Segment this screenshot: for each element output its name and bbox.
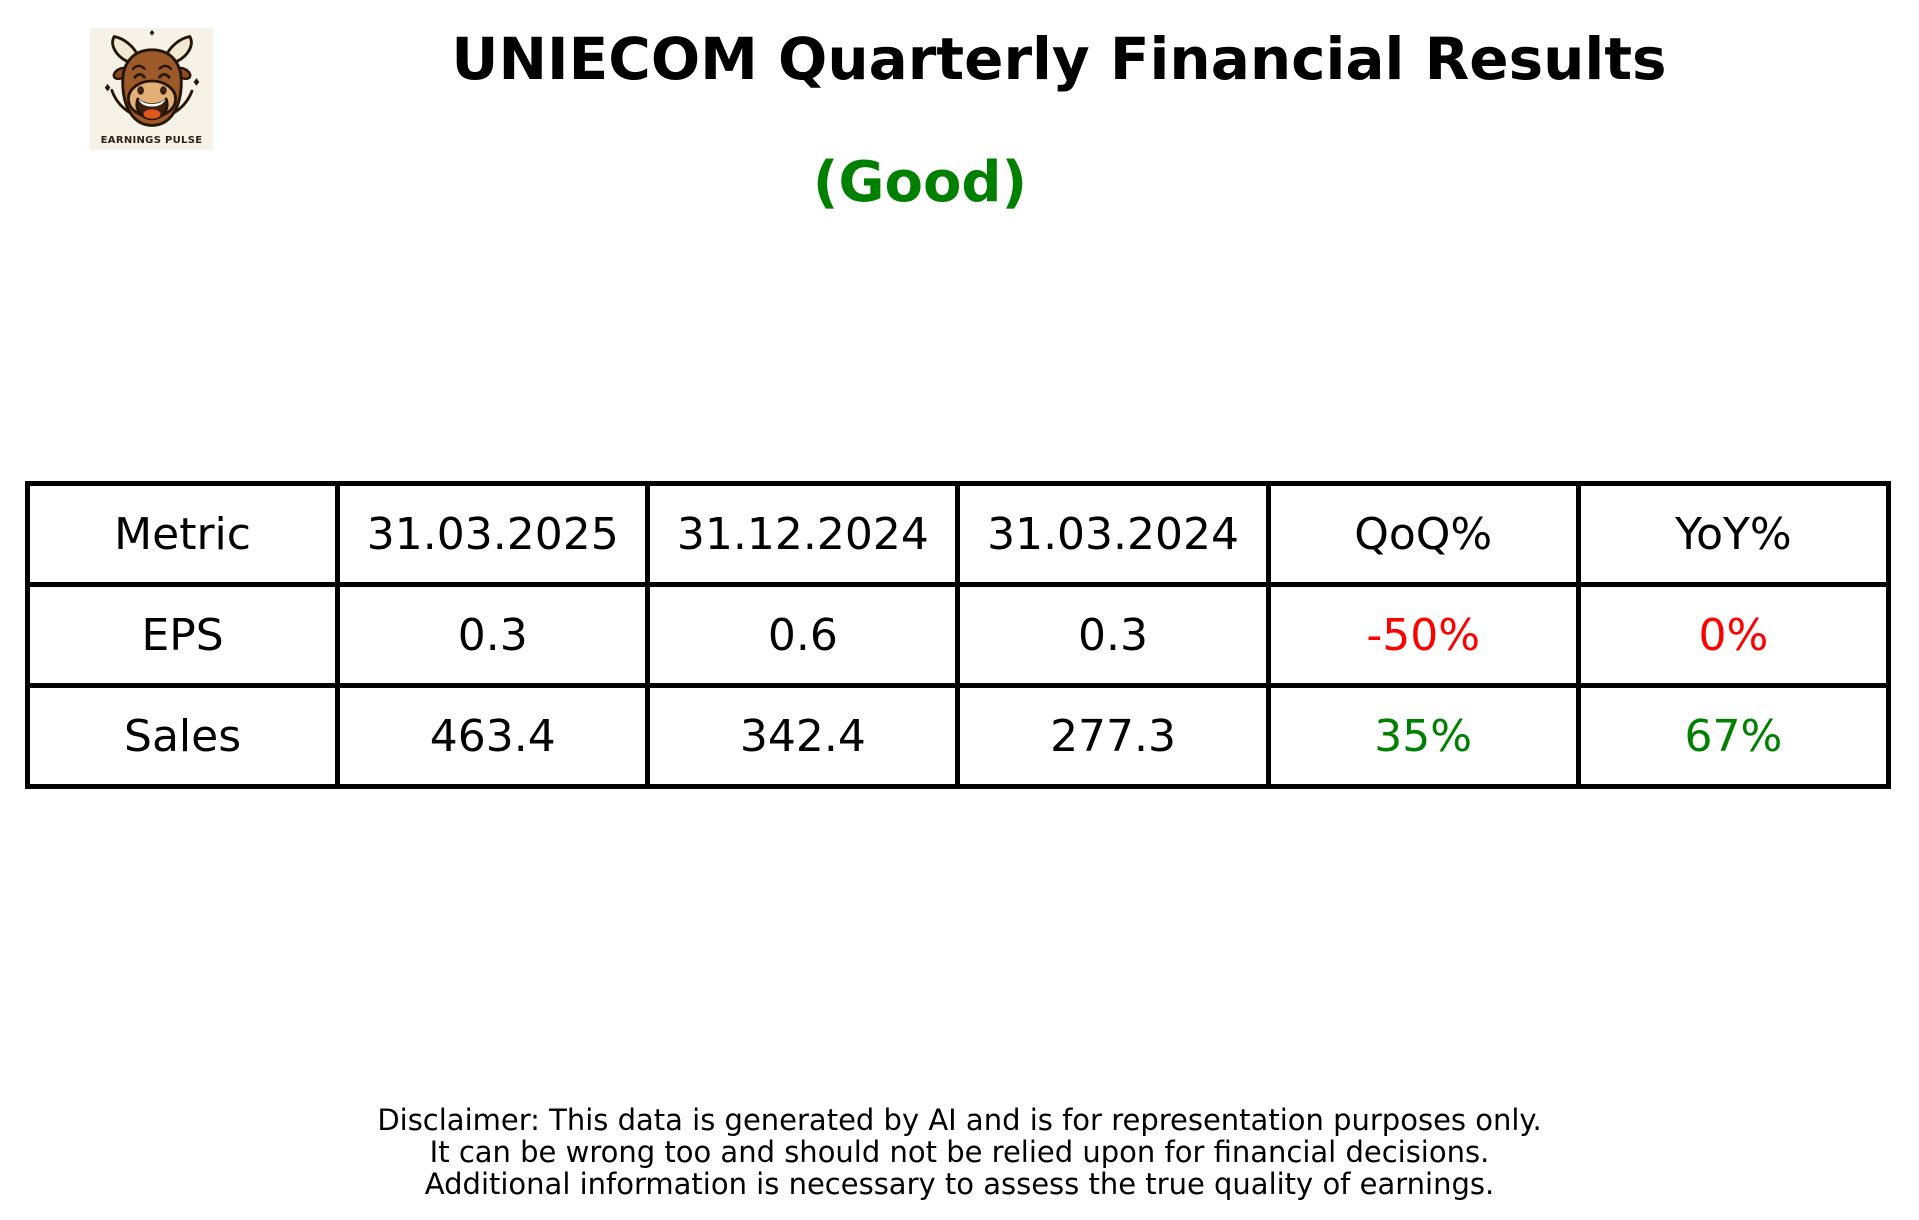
eps-q-yearago: 0.3 [955, 582, 1271, 688]
eps-q-previous: 0.6 [645, 582, 961, 688]
eps-yoy: 0% [1575, 582, 1892, 688]
page-title: UNIECOM Quarterly Financial Results [451, 25, 1667, 93]
table-header-row: Metric 31.03.2025 31.12.2024 31.03.2024 … [24, 481, 1892, 587]
sales-q-yearago: 277.3 [955, 683, 1271, 789]
col-header-q-current: 31.03.2025 [335, 481, 651, 587]
col-header-yoy: YoY% [1575, 481, 1892, 587]
col-header-q-previous: 31.12.2024 [645, 481, 961, 587]
col-header-qoq: QoQ% [1265, 481, 1581, 587]
eps-metric-cell: EPS [24, 582, 341, 688]
laughing-bull-icon [104, 29, 199, 127]
financial-results-table: Metric 31.03.2025 31.12.2024 31.03.2024 … [24, 481, 1892, 789]
sales-q-current: 463.4 [335, 683, 651, 789]
brand-text: EARNINGS PULSE [100, 135, 203, 146]
sales-qoq: 35% [1265, 683, 1581, 789]
eps-qoq: -50% [1265, 582, 1581, 688]
quality-subtitle: (Good) [812, 150, 1028, 215]
disclaimer-line-3: Additional information is necessary to a… [424, 1167, 1495, 1201]
col-header-metric: Metric [24, 481, 341, 587]
eps-q-current: 0.3 [335, 582, 651, 688]
table-row-sales: Sales 463.4 342.4 277.3 35% 67% [24, 683, 1892, 789]
earnings-pulse-logo: EARNINGS PULSE [90, 28, 213, 150]
sales-q-previous: 342.4 [645, 683, 961, 789]
disclaimer-line-1: Disclaimer: This data is generated by AI… [377, 1103, 1542, 1137]
table-row-eps: EPS 0.3 0.6 0.3 -50% 0% [24, 582, 1892, 688]
col-header-q-yearago: 31.03.2024 [955, 481, 1271, 587]
disclaimer-line-2: It can be wrong too and should not be re… [429, 1135, 1490, 1169]
sales-yoy: 67% [1575, 683, 1892, 789]
sales-metric-cell: Sales [24, 683, 341, 789]
disclaimer: Disclaimer: This data is generated by AI… [0, 1104, 1919, 1200]
